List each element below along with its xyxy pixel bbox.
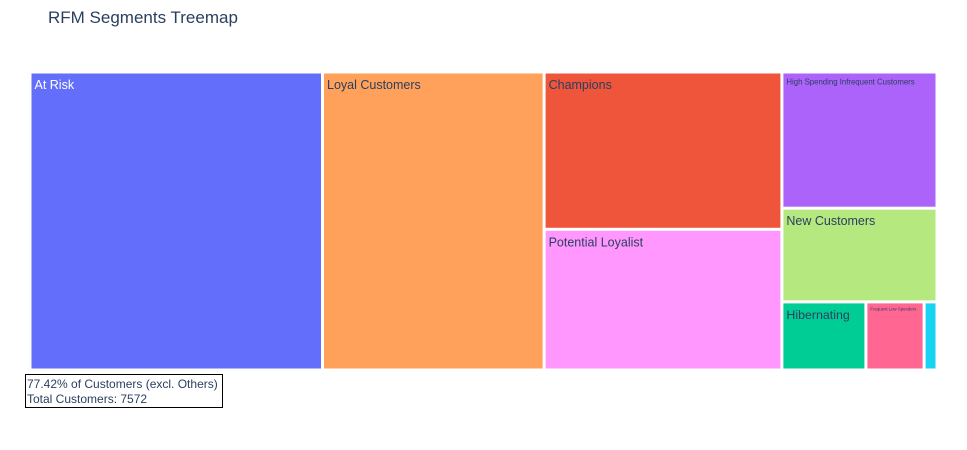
summary-annotation: 77.42% of Customers (excl. Others) Total… (25, 374, 223, 408)
annotation-total-text: Total Customers: 7572 (27, 391, 148, 406)
treemap-tile-label: Frequent Low Spenders (870, 307, 916, 312)
treemap-tile-rect[interactable] (324, 73, 543, 369)
treemap-tile-label: Champions (549, 78, 612, 92)
treemap-tile-high-spending-infrequent-customers[interactable]: High Spending Infrequent Customers (783, 73, 936, 207)
treemap-tile-at-risk[interactable]: At Risk (31, 73, 322, 369)
treemap-tile-rect[interactable] (545, 230, 781, 369)
treemap-tile-hibernating[interactable]: Hibernating (783, 303, 865, 369)
treemap-tile-champions[interactable]: Champions (545, 73, 781, 228)
treemap-tile-rect[interactable] (925, 303, 936, 369)
treemap-tile-label: Potential Loyalist (549, 235, 644, 249)
treemap-tile-rect[interactable] (783, 73, 936, 207)
treemap-tile-label: Loyal Customers (327, 78, 421, 92)
treemap-tile-rect[interactable] (31, 73, 322, 369)
chart-title: RFM Segments Treemap (48, 8, 238, 27)
treemap-tile-rect[interactable] (867, 303, 923, 369)
treemap-tile-rect[interactable] (783, 209, 936, 301)
treemap-tile-rect[interactable] (783, 303, 865, 369)
treemap-tile-loyal-customers[interactable]: Loyal Customers (324, 73, 543, 369)
treemap-tile-unlabeled[interactable] (925, 303, 936, 369)
treemap-tile-label: At Risk (35, 78, 75, 92)
treemap-tile-label: Hibernating (786, 308, 849, 322)
annotation-percent-text: 77.42% of Customers (excl. Others) (27, 377, 218, 391)
treemap-tile-potential-loyalist[interactable]: Potential Loyalist (545, 230, 781, 369)
treemap-tile-new-customers[interactable]: New Customers (783, 209, 936, 301)
treemap-tile-rect[interactable] (545, 73, 781, 228)
treemap-tile-label: New Customers (786, 214, 875, 228)
treemap-tile-frequent-low-spenders[interactable]: Frequent Low Spenders (867, 303, 923, 369)
treemap-tile-label: High Spending Infrequent Customers (786, 77, 914, 86)
